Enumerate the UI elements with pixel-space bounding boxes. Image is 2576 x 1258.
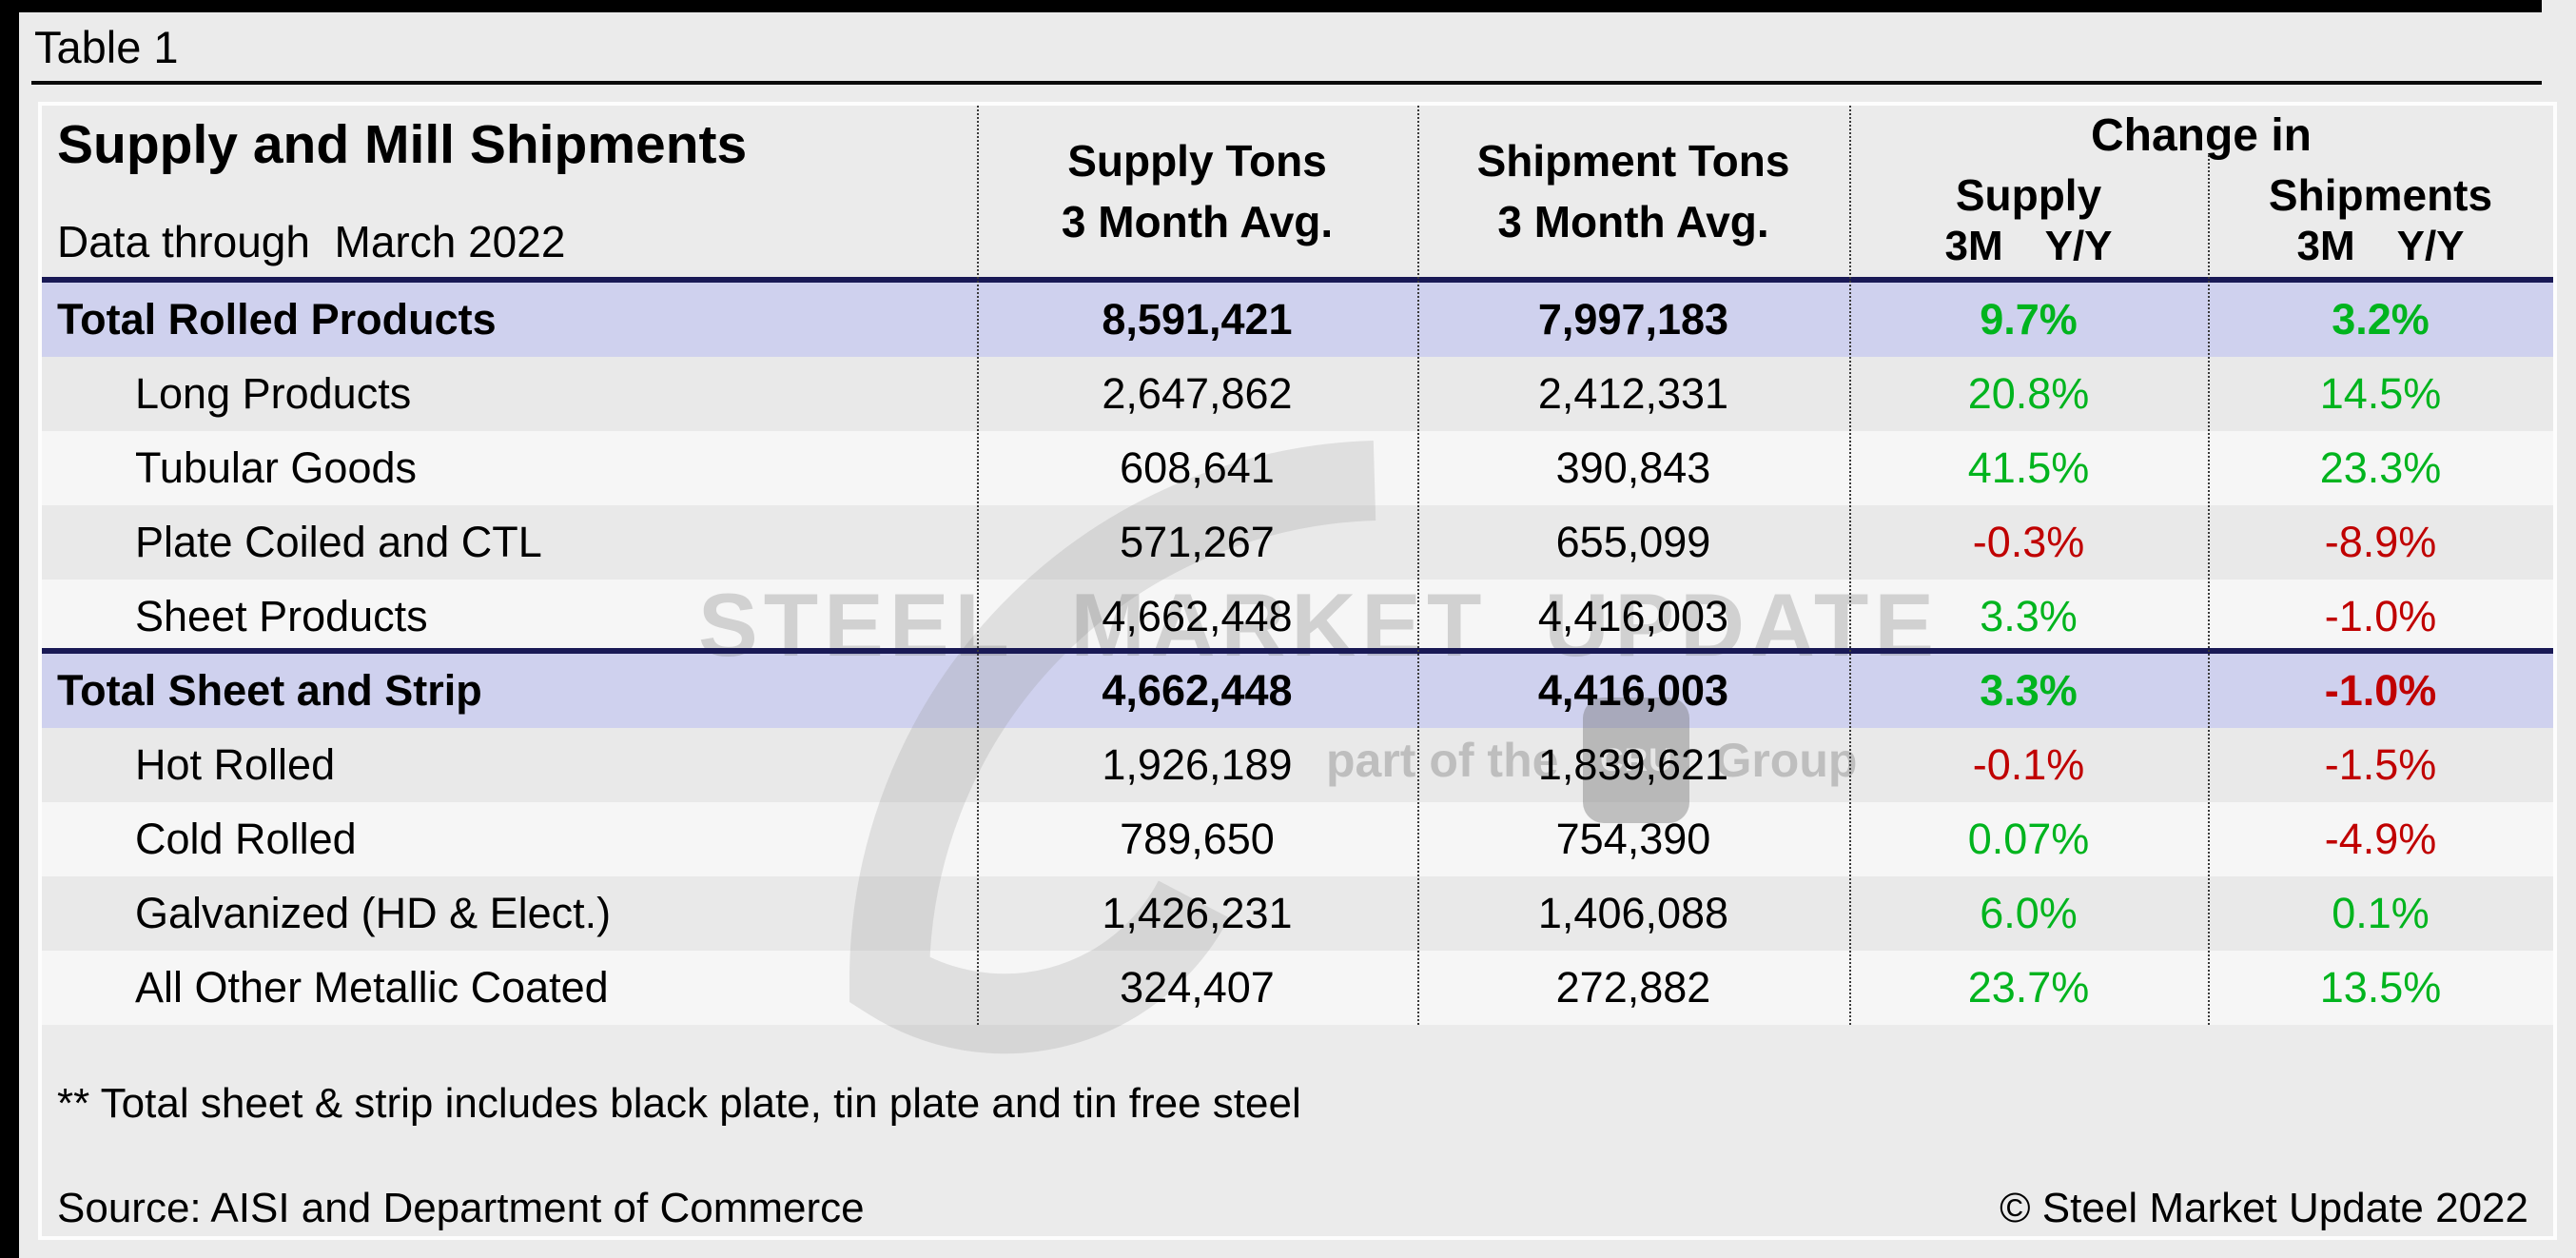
supply-tons-value: 8,591,421 — [1102, 295, 1293, 344]
product-label: All Other Metallic Coated — [135, 963, 609, 1012]
shipment-tons-value: 4,416,003 — [1537, 592, 1729, 640]
supply-shipments-table: STEEL MARKET UPDATE part of the CRU Grou… — [38, 102, 2557, 1240]
shipment-tons-value: 7,997,183 — [1537, 295, 1729, 344]
supply-change-value: 23.7% — [1967, 963, 2090, 1012]
shipments-change-value: -1.0% — [2324, 666, 2437, 715]
shipment-tons-value: 4,416,003 — [1537, 666, 1729, 715]
product-label: Long Products — [135, 369, 412, 418]
shipment-tons-value: 754,390 — [1555, 815, 1711, 863]
product-label: Plate Coiled and CTL — [135, 518, 542, 566]
frame-left-bar — [0, 0, 19, 1258]
supply-tons-value: 789,650 — [1120, 815, 1275, 863]
shipment-tons-value: 655,099 — [1555, 518, 1711, 566]
subcolumn-header-change-shipments: Shipments 3M Y/Y — [2268, 170, 2493, 269]
shipments-change-value: 0.1% — [2332, 889, 2430, 937]
table-header: Supply and Mill Shipments Data through M… — [42, 106, 2553, 277]
supply-tons-value: 2,647,862 — [1102, 369, 1293, 418]
copyright-notice: © Steel Market Update 2022 — [2000, 1185, 2528, 1231]
table-row: Long Products 2,647,862 2,412,331 20.8% … — [42, 357, 2553, 431]
table-row: All Other Metallic Coated 324,407 272,88… — [42, 951, 2553, 1025]
supply-tons-value: 571,267 — [1120, 518, 1275, 566]
shipments-change-value: 3.2% — [2332, 295, 2430, 344]
product-label: Cold Rolled — [135, 815, 357, 863]
shipment-tons-value: 1,406,088 — [1537, 889, 1729, 937]
column-header-change-in: Change in Supply 3M Y/Y Shipments 3M Y/ — [1849, 106, 2553, 277]
product-label: Tubular Goods — [135, 443, 417, 492]
supply-change-value: 0.07% — [1967, 815, 2090, 863]
shipments-change-value: 23.3% — [2319, 443, 2442, 492]
shipments-change-value: -1.5% — [2324, 740, 2437, 789]
frame-top-bar — [0, 0, 2542, 12]
product-label: Total Rolled Products — [57, 295, 497, 344]
column-separator — [1849, 106, 1851, 1025]
source-attribution: Source: AISI and Department of Commerce — [57, 1185, 865, 1231]
supply-change-value: 6.0% — [1980, 889, 2078, 937]
table-footnote: ** Total sheet & strip includes black pl… — [57, 1080, 1301, 1127]
period-yy-label: Y/Y — [2396, 223, 2465, 269]
supply-change-value: 20.8% — [1967, 369, 2090, 418]
shipments-change-value: 13.5% — [2319, 963, 2442, 1012]
table-row: Total Sheet and Strip 4,662,448 4,416,00… — [42, 654, 2553, 728]
table-row: Galvanized (HD & Elect.) 1,426,231 1,406… — [42, 876, 2553, 951]
shipment-tons-value: 272,882 — [1555, 963, 1711, 1012]
column-separator — [977, 106, 979, 1025]
supply-change-value: 3.3% — [1980, 666, 2078, 715]
subcolumn-header-change-supply: Supply 3M Y/Y — [1944, 170, 2113, 269]
shipments-change-value: -8.9% — [2324, 518, 2437, 566]
shipments-change-value: 14.5% — [2319, 369, 2442, 418]
supply-tons-value: 4,662,448 — [1102, 592, 1293, 640]
supply-change-value: -0.3% — [1972, 518, 2085, 566]
change-in-label: Change in — [2090, 109, 2312, 161]
table-body: Total Rolled Products 8,591,421 7,997,18… — [42, 283, 2553, 1025]
table-title: Supply and Mill Shipments — [57, 114, 748, 175]
product-label: Sheet Products — [135, 592, 428, 640]
period-yy-label: Y/Y — [2044, 223, 2113, 269]
period-3m-label: 3M — [1944, 223, 2003, 269]
table-row: Sheet Products 4,662,448 4,416,003 3.3% … — [42, 580, 2553, 654]
table-row: Plate Coiled and CTL 571,267 655,099 -0.… — [42, 505, 2553, 580]
supply-tons-value: 608,641 — [1120, 443, 1275, 492]
supply-change-value: 3.3% — [1980, 592, 2078, 640]
product-label: Galvanized (HD & Elect.) — [135, 889, 612, 937]
shipments-change-value: -4.9% — [2324, 815, 2437, 863]
shipment-tons-value: 1,839,621 — [1537, 740, 1729, 789]
supply-change-value: 9.7% — [1980, 295, 2078, 344]
navy-divider-total-rolled — [42, 277, 2553, 283]
table-row: Cold Rolled 789,650 754,390 0.07% -4.9% — [42, 802, 2553, 876]
period-3m-label: 3M — [2296, 223, 2355, 269]
table-number-label: Table 1 — [34, 22, 179, 72]
shipments-change-value: -1.0% — [2324, 592, 2437, 640]
table-row: Tubular Goods 608,641 390,843 41.5% 23.3… — [42, 431, 2553, 505]
supply-change-value: -0.1% — [1972, 740, 2085, 789]
column-separator — [1417, 106, 1419, 1025]
header-divider-rule — [31, 81, 2542, 85]
supply-tons-value: 4,662,448 — [1102, 666, 1293, 715]
table-row: Total Rolled Products 8,591,421 7,997,18… — [42, 283, 2553, 357]
table-subtitle: Data through March 2022 — [57, 217, 566, 266]
column-header-supply-tons: Supply Tons 3 Month Avg. — [1061, 136, 1334, 246]
supply-tons-value: 1,926,189 — [1102, 740, 1293, 789]
column-separator — [2208, 155, 2210, 1025]
product-label: Total Sheet and Strip — [57, 666, 482, 715]
table-row: Hot Rolled 1,926,189 1,839,621 -0.1% -1.… — [42, 728, 2553, 802]
supply-tons-value: 1,426,231 — [1102, 889, 1293, 937]
shipment-tons-value: 2,412,331 — [1537, 369, 1729, 418]
product-label: Hot Rolled — [135, 740, 336, 789]
shipment-tons-value: 390,843 — [1555, 443, 1711, 492]
column-header-shipment-tons: Shipment Tons 3 Month Avg. — [1476, 136, 1790, 246]
supply-change-value: 41.5% — [1967, 443, 2090, 492]
navy-divider-total-sheet — [42, 648, 2553, 654]
supply-tons-value: 324,407 — [1120, 963, 1275, 1012]
